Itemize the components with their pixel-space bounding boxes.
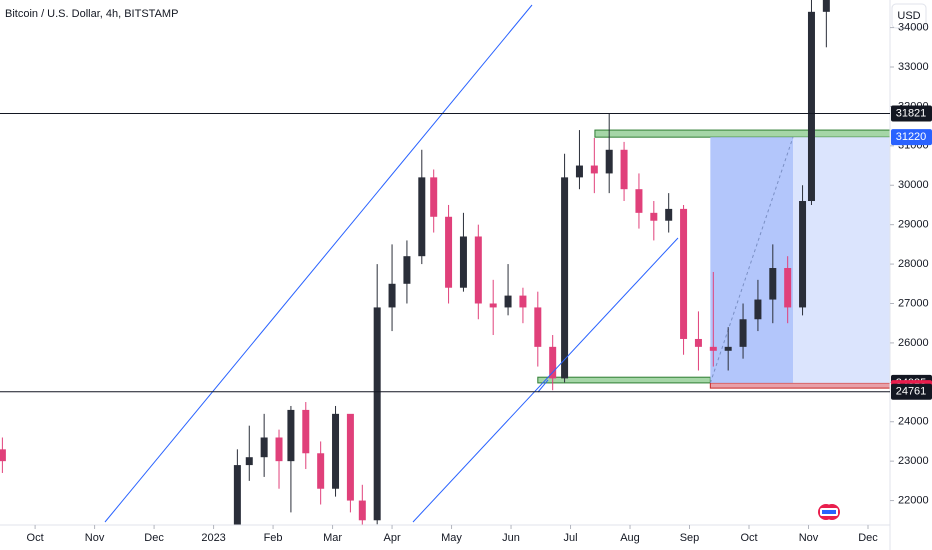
x-tick-label: Apr <box>383 532 400 544</box>
y-tick-label: 26000 <box>898 337 929 349</box>
price-label: 24761 <box>896 386 927 398</box>
candle-body <box>769 268 777 300</box>
plot-area <box>0 0 890 525</box>
candle-body <box>590 165 598 174</box>
candle-body <box>403 256 411 284</box>
candle-body <box>260 437 268 458</box>
y-tick-label: 33000 <box>898 61 929 73</box>
candle-body <box>430 177 438 217</box>
candle-body <box>620 149 628 190</box>
y-tick-label: 23000 <box>898 455 929 467</box>
candle-body <box>418 177 426 257</box>
x-tick-label: Aug <box>620 532 640 544</box>
candle-body <box>519 295 527 308</box>
candle-body <box>799 201 807 308</box>
y-tick-label: 28000 <box>898 258 929 270</box>
candle-body <box>561 177 569 379</box>
candle-body <box>754 299 762 320</box>
x-tick-label: 2023 <box>201 532 225 544</box>
candle-body <box>575 165 583 178</box>
zone <box>594 129 890 138</box>
candle-body <box>373 307 381 521</box>
candle-body <box>302 409 310 454</box>
trend-line <box>412 237 679 523</box>
price-label: 31220 <box>896 131 927 143</box>
candle-body <box>665 208 673 221</box>
candle-body <box>332 413 340 489</box>
candle-body <box>709 346 717 351</box>
x-tick-label: Jul <box>563 532 577 544</box>
y-tick-label: 24000 <box>898 416 929 428</box>
candle-body <box>317 453 325 489</box>
candle-body <box>474 236 482 304</box>
candle-body <box>680 208 688 339</box>
candle-body <box>346 413 354 501</box>
flag-icon[interactable] <box>818 504 840 520</box>
x-tick-label: Nov <box>85 532 105 544</box>
x-tick-label: Jun <box>502 532 520 544</box>
currency-button[interactable] <box>891 3 927 29</box>
x-tick-label: Nov <box>799 532 819 544</box>
candle-body <box>534 307 542 347</box>
price-label: 31821 <box>896 107 927 119</box>
candle-body <box>822 0 830 12</box>
candle-body <box>459 236 467 288</box>
x-tick-label: Oct <box>27 532 44 544</box>
candle-body <box>358 500 366 521</box>
zone <box>709 382 890 389</box>
price-label-box <box>891 105 932 122</box>
y-tick-label: 34000 <box>898 21 929 33</box>
y-tick-label: 22000 <box>898 494 929 506</box>
candle-body <box>388 283 396 308</box>
y-tick-label: 27000 <box>898 297 929 309</box>
price-label-box <box>891 129 932 146</box>
candle-body <box>549 346 557 379</box>
candle-body <box>287 409 295 462</box>
currency[interactable]: USD <box>897 10 920 22</box>
projection-line <box>709 137 794 384</box>
candle-body <box>807 11 815 202</box>
candle-body <box>504 295 512 308</box>
candle-body <box>724 346 732 351</box>
x-tick-label: May <box>441 532 462 544</box>
candle-body <box>739 319 747 347</box>
candle-body <box>275 437 283 462</box>
x-tick-label: Mar <box>323 532 342 544</box>
candle-body <box>489 303 497 308</box>
x-tick-label: Feb <box>264 532 283 544</box>
price-label-box <box>891 383 932 400</box>
zone <box>793 137 890 383</box>
x-tick-label: Dec <box>858 532 878 544</box>
y-tick-label: 30000 <box>898 179 929 191</box>
candle-body <box>245 457 253 466</box>
candle-body <box>784 268 792 308</box>
candle-body <box>0 449 6 462</box>
candle-body <box>445 216 453 288</box>
candle-body <box>605 149 613 174</box>
candle-body <box>233 465 241 525</box>
trend-line <box>537 379 549 393</box>
x-tick-label: Dec <box>144 532 164 544</box>
trend-line <box>104 4 533 523</box>
candle-body <box>694 338 702 347</box>
x-tick-label: Oct <box>740 532 757 544</box>
candle-body <box>635 189 643 213</box>
symbol-title: Bitcoin / U.S. Dollar, 4h, BITSTAMP <box>5 8 178 20</box>
x-tick-label: Sep <box>680 532 700 544</box>
y-tick-label: 29000 <box>898 219 929 231</box>
drawings <box>104 4 679 523</box>
candle-body <box>650 212 658 221</box>
